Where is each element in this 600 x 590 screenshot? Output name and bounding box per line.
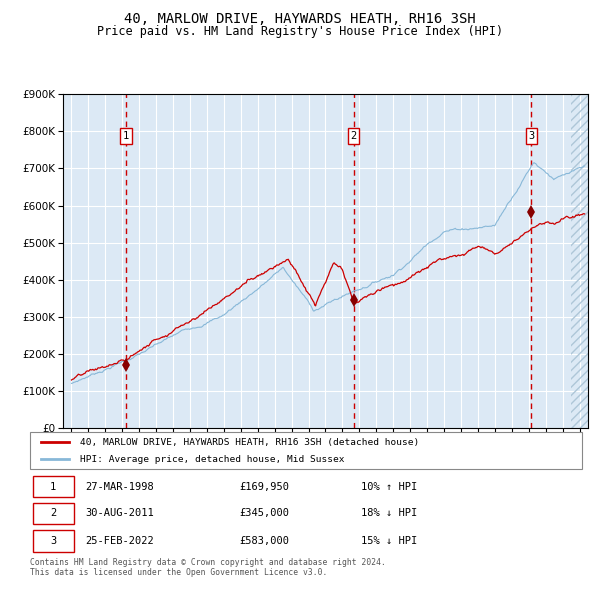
- Text: 18% ↓ HPI: 18% ↓ HPI: [361, 509, 418, 518]
- Text: 10% ↑ HPI: 10% ↑ HPI: [361, 482, 418, 491]
- Text: 27-MAR-1998: 27-MAR-1998: [85, 482, 154, 491]
- Text: 15% ↓ HPI: 15% ↓ HPI: [361, 536, 418, 546]
- Text: £169,950: £169,950: [240, 482, 290, 491]
- Text: 1: 1: [123, 131, 129, 141]
- Text: 3: 3: [528, 131, 535, 141]
- Text: 25-FEB-2022: 25-FEB-2022: [85, 536, 154, 546]
- Text: 40, MARLOW DRIVE, HAYWARDS HEATH, RH16 3SH (detached house): 40, MARLOW DRIVE, HAYWARDS HEATH, RH16 3…: [80, 438, 419, 447]
- Text: 30-AUG-2011: 30-AUG-2011: [85, 509, 154, 518]
- Text: Contains HM Land Registry data © Crown copyright and database right 2024.
This d: Contains HM Land Registry data © Crown c…: [30, 558, 386, 577]
- Text: 40, MARLOW DRIVE, HAYWARDS HEATH, RH16 3SH: 40, MARLOW DRIVE, HAYWARDS HEATH, RH16 3…: [124, 12, 476, 26]
- Text: 3: 3: [50, 536, 56, 546]
- Text: £345,000: £345,000: [240, 509, 290, 518]
- FancyBboxPatch shape: [30, 432, 582, 469]
- Text: 2: 2: [350, 131, 357, 141]
- FancyBboxPatch shape: [33, 476, 74, 497]
- Text: Price paid vs. HM Land Registry's House Price Index (HPI): Price paid vs. HM Land Registry's House …: [97, 25, 503, 38]
- Text: 2: 2: [50, 509, 56, 518]
- Text: £583,000: £583,000: [240, 536, 290, 546]
- FancyBboxPatch shape: [33, 530, 74, 552]
- Text: HPI: Average price, detached house, Mid Sussex: HPI: Average price, detached house, Mid …: [80, 455, 344, 464]
- FancyBboxPatch shape: [33, 503, 74, 524]
- Text: 1: 1: [50, 482, 56, 491]
